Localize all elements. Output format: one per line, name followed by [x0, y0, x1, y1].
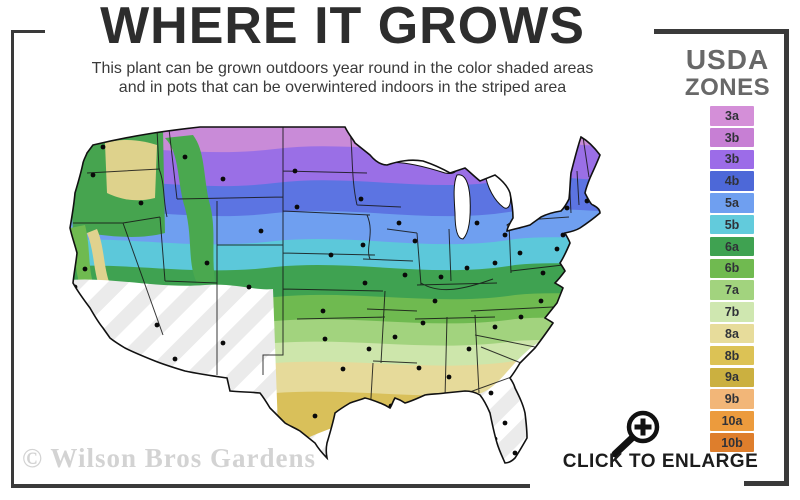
city-dot	[392, 334, 398, 340]
zone-chip-9b: 9b	[710, 389, 754, 409]
city-dot	[294, 204, 300, 210]
click-to-enlarge-button[interactable]: CLICK TO ENLARGE	[562, 451, 759, 472]
city-dot	[560, 232, 566, 238]
city-dot	[100, 144, 106, 150]
frame-top-left	[11, 30, 45, 33]
frame-top-right	[654, 29, 789, 34]
subtitle-line-1: This plant can be grown outdoors year ro…	[91, 60, 594, 77]
us-map-graphic	[69, 126, 601, 464]
city-dot	[412, 238, 418, 244]
city-dot	[432, 298, 438, 304]
city-dot	[320, 308, 326, 314]
zone-chip-9a: 9a	[710, 367, 754, 388]
city-dot	[512, 450, 518, 456]
zone-chip-3b: 3b	[710, 149, 754, 170]
city-dot	[416, 365, 422, 371]
city-dot	[82, 266, 88, 272]
city-dot	[518, 314, 524, 320]
city-dot	[466, 346, 472, 352]
watermark: © Wilson Bros Gardens	[22, 443, 316, 473]
city-dot	[540, 270, 546, 276]
city-dot	[464, 265, 470, 271]
city-dot	[154, 322, 160, 328]
city-dot	[420, 320, 426, 326]
city-dot	[204, 260, 210, 266]
city-dot	[350, 408, 356, 414]
legend-title-usda: USDA	[685, 44, 770, 75]
city-dot	[438, 274, 444, 280]
city-dot	[502, 232, 508, 238]
city-dot	[328, 252, 334, 258]
city-dot	[446, 374, 452, 380]
city-dot	[138, 200, 144, 206]
city-dot	[358, 196, 364, 202]
city-dot	[102, 334, 108, 340]
zone-chip-5b: 5b	[710, 214, 754, 235]
city-dot	[538, 298, 544, 304]
subtitle-line-2: and in pots that can be overwintered ind…	[118, 79, 567, 96]
city-dot	[112, 346, 118, 352]
frame-bottom-right	[744, 481, 789, 486]
city-dot	[474, 220, 480, 226]
legend-title-zones: ZONES	[684, 74, 771, 101]
city-dot	[340, 366, 346, 372]
city-dot	[517, 250, 523, 256]
city-dot	[246, 284, 252, 290]
zone-chip-4b: 4b	[710, 171, 754, 191]
zone-legend: 3a 3b 3b 4b 5a 5b 6a 6b 7a 7b 8a 8b 9a 9b 10a 10b	[710, 106, 754, 455]
zone-chip-8a: 8a	[710, 323, 754, 344]
city-dot	[360, 242, 366, 248]
city-dot	[90, 172, 96, 178]
zone-chip-10a: 10a	[710, 411, 754, 431]
city-dot	[396, 220, 402, 226]
zone-chip-3b: 3b	[710, 127, 754, 148]
city-dot	[322, 336, 328, 342]
city-dot	[312, 413, 318, 419]
city-dot	[292, 168, 298, 174]
city-dot	[220, 176, 226, 182]
city-dot	[402, 272, 408, 278]
frame-bottom	[11, 484, 530, 488]
zone-chip-6b: 6b	[710, 258, 754, 279]
page-title: WHERE IT GROWS	[100, 0, 585, 55]
frame-left	[11, 30, 14, 487]
zone-chip-10b: 10b	[710, 432, 754, 453]
magnifier-zoom-icon[interactable]	[605, 406, 667, 460]
city-dot	[366, 346, 372, 352]
city-dot	[530, 213, 536, 219]
zone-chip-6a: 6a	[710, 236, 754, 257]
city-dot	[492, 324, 498, 330]
city-dot	[554, 246, 560, 252]
city-dot	[362, 280, 368, 286]
city-dot	[488, 390, 494, 396]
zone-chip-5a: 5a	[710, 193, 754, 213]
frame-right	[784, 29, 789, 486]
city-dot	[172, 356, 178, 362]
zone-chip-8b: 8b	[710, 345, 754, 366]
zone-chip-3a: 3a	[710, 106, 754, 126]
city-dot	[220, 340, 226, 346]
usda-zone-map[interactable]	[65, 113, 640, 481]
city-dot	[502, 420, 508, 426]
city-dot	[492, 260, 498, 266]
city-dot	[182, 154, 188, 160]
city-dot	[564, 205, 570, 211]
zone-chip-7b: 7b	[710, 302, 754, 322]
zone-chip-7a: 7a	[710, 280, 754, 300]
city-dot	[258, 228, 264, 234]
